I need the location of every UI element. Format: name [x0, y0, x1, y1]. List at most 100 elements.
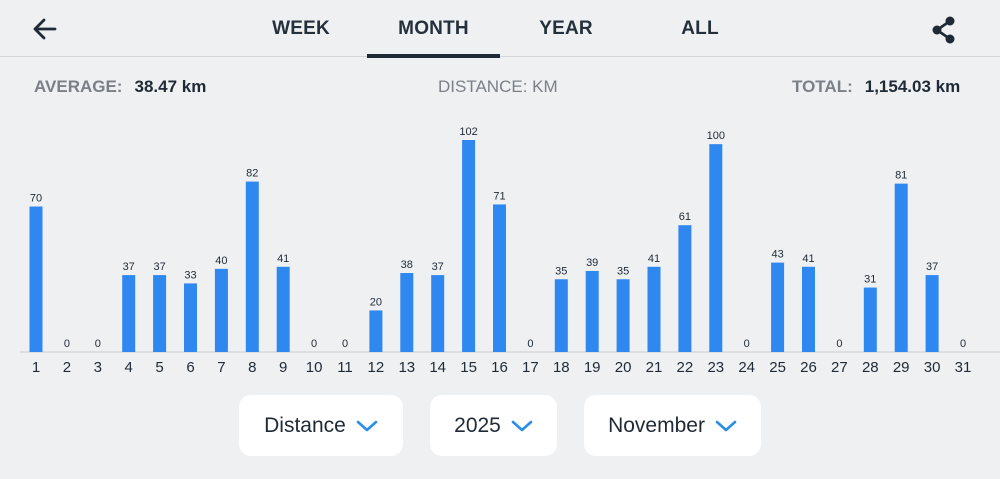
bar-day-21[interactable] — [647, 266, 661, 352]
data-label: 39 — [586, 257, 598, 269]
bar-day-28[interactable] — [863, 287, 877, 352]
bar-day-9[interactable] — [276, 266, 290, 352]
metric-selector-label: Distance — [264, 413, 346, 437]
x-tick-label: 27 — [831, 359, 848, 376]
data-label: 20 — [370, 296, 382, 308]
month-selector-label: November — [608, 413, 705, 437]
average-stat: AVERAGE: 38.47 km — [34, 74, 206, 100]
data-label: 38 — [401, 259, 413, 271]
x-tick-label: 8 — [248, 359, 256, 376]
chevron-down-icon — [356, 419, 378, 433]
month-selector[interactable]: November — [584, 395, 761, 456]
total-label: TOTAL: — [792, 77, 853, 96]
x-tick-label: 14 — [429, 359, 446, 376]
x-tick-label: 26 — [800, 359, 817, 376]
bar-day-30[interactable] — [925, 275, 939, 352]
data-label: 37 — [123, 261, 135, 273]
x-tick-label: 24 — [738, 359, 755, 376]
bar-day-12[interactable] — [369, 310, 383, 352]
bar-day-22[interactable] — [678, 225, 692, 352]
data-label: 43 — [771, 249, 783, 261]
data-label: 33 — [184, 269, 196, 281]
arrow-left-icon — [33, 18, 57, 40]
data-label: 31 — [864, 274, 876, 286]
back-button[interactable] — [28, 12, 62, 46]
data-label: 0 — [311, 338, 317, 350]
x-tick-label: 21 — [646, 359, 663, 376]
x-tick-label: 30 — [924, 359, 941, 376]
x-tick-label: 25 — [769, 359, 786, 376]
total-value: 1,154.03 km — [864, 77, 961, 96]
bar-day-14[interactable] — [431, 275, 445, 352]
tab-week[interactable]: WEEK — [272, 17, 330, 39]
bar-day-15[interactable] — [462, 140, 476, 352]
bar-day-13[interactable] — [400, 273, 414, 352]
x-tick-label: 18 — [553, 359, 570, 376]
data-label: 37 — [926, 261, 938, 273]
x-tick-label: 28 — [862, 359, 879, 376]
bar-day-4[interactable] — [122, 275, 136, 352]
share-icon — [932, 16, 955, 44]
bar-day-20[interactable] — [616, 279, 630, 352]
bar-day-19[interactable] — [585, 270, 599, 352]
bar-day-25[interactable] — [771, 262, 785, 352]
x-tick-label: 4 — [125, 359, 133, 376]
bar-day-18[interactable] — [554, 279, 568, 352]
average-label: AVERAGE: — [34, 77, 123, 96]
bar-day-26[interactable] — [802, 266, 815, 352]
x-tick-label: 10 — [306, 359, 323, 376]
x-tick-label: 22 — [677, 359, 694, 376]
bar-day-1[interactable] — [29, 206, 43, 352]
bar-day-16[interactable] — [493, 204, 506, 352]
data-label: 81 — [895, 170, 907, 182]
top-bar: WEEK MONTH YEAR ALL — [0, 0, 1000, 58]
x-tick-label: 12 — [368, 359, 385, 376]
tab-month[interactable]: MONTH — [367, 0, 500, 58]
tab-year[interactable]: YEAR — [539, 17, 593, 39]
data-label: 37 — [153, 261, 165, 273]
data-label: 41 — [277, 253, 289, 265]
x-tick-label: 19 — [584, 359, 601, 376]
data-label: 102 — [459, 126, 477, 138]
data-label: 61 — [679, 211, 691, 223]
data-label: 0 — [95, 338, 101, 350]
x-tick-label: 31 — [955, 359, 972, 376]
bar-day-8[interactable] — [245, 181, 259, 352]
bar-day-23[interactable] — [709, 144, 723, 352]
share-button[interactable] — [926, 12, 962, 48]
metric-selector[interactable]: Distance — [239, 395, 403, 456]
x-tick-label: 17 — [522, 359, 539, 376]
x-tick-label: 13 — [398, 359, 415, 376]
tab-all[interactable]: ALL — [681, 17, 719, 39]
data-label: 100 — [707, 130, 725, 142]
data-label: 37 — [432, 261, 444, 273]
year-selector-label: 2025 — [454, 413, 501, 437]
x-tick-label: 1 — [32, 359, 40, 376]
data-label: 0 — [836, 338, 842, 350]
chevron-down-icon — [511, 419, 533, 433]
data-label: 0 — [64, 338, 70, 350]
data-label: 35 — [617, 265, 629, 277]
x-tick-label: 20 — [615, 359, 632, 376]
x-tick-label: 15 — [460, 359, 477, 376]
bar-day-29[interactable] — [894, 183, 908, 352]
year-selector[interactable]: 2025 — [430, 395, 557, 456]
x-tick-label: 16 — [491, 359, 508, 376]
bar-chart: 7010203374375336407828419010011201238133… — [20, 126, 1000, 376]
x-tick-label: 5 — [155, 359, 163, 376]
x-tick-label: 2 — [63, 359, 71, 376]
bar-day-6[interactable] — [184, 283, 197, 352]
bar-day-7[interactable] — [214, 268, 228, 352]
bar-day-5[interactable] — [153, 275, 167, 352]
chevron-down-icon — [715, 419, 737, 433]
data-label: 70 — [30, 193, 42, 205]
data-label: 0 — [342, 338, 348, 350]
total-stat: TOTAL: 1,154.03 km — [792, 74, 960, 100]
data-label: 82 — [246, 168, 258, 180]
x-tick-label: 23 — [707, 359, 724, 376]
x-tick-label: 3 — [94, 359, 102, 376]
x-tick-label: 11 — [337, 359, 353, 376]
data-label: 0 — [744, 338, 750, 350]
data-label: 41 — [648, 253, 660, 265]
data-label: 0 — [960, 338, 966, 350]
